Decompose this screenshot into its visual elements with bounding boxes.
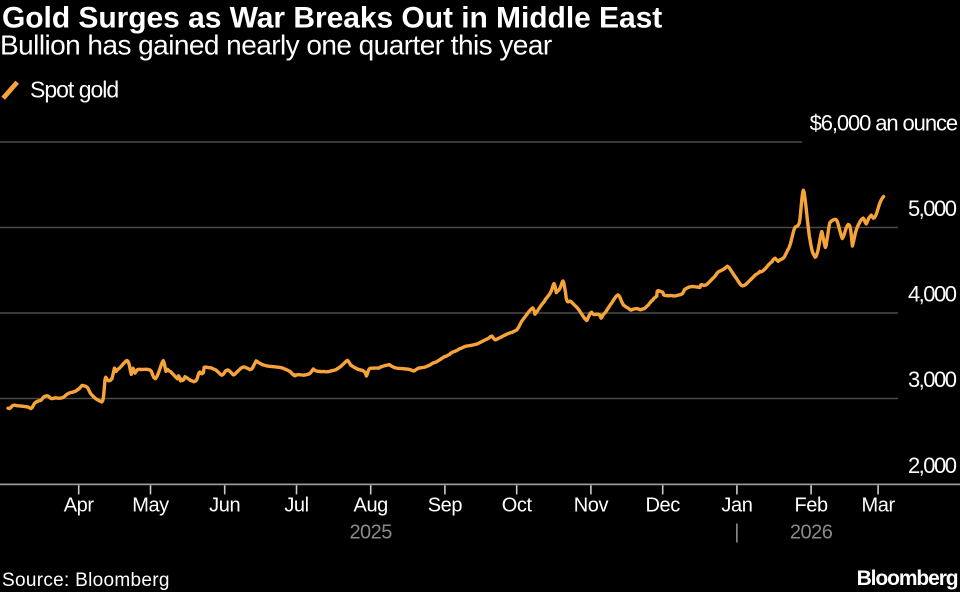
svg-text:Jan: Jan	[721, 495, 752, 517]
svg-text:Bullion has gained nearly one: Bullion has gained nearly one quarter th…	[0, 30, 552, 61]
svg-text:Gold Surges as War Breaks Out: Gold Surges as War Breaks Out in Middle …	[2, 2, 662, 35]
svg-text:Jul: Jul	[284, 495, 308, 517]
svg-text:Jun: Jun	[209, 495, 240, 517]
svg-text:2026: 2026	[790, 522, 833, 544]
svg-text:Source: Bloomberg: Source: Bloomberg	[2, 570, 170, 591]
svg-text:4,000: 4,000	[908, 282, 957, 307]
svg-text:2,000: 2,000	[908, 453, 957, 478]
svg-text:Dec: Dec	[646, 495, 681, 517]
svg-text:3,000: 3,000	[908, 367, 957, 392]
svg-text:Sep: Sep	[428, 495, 463, 517]
svg-text:|: |	[734, 522, 739, 544]
svg-text:$6,000 an ounce: $6,000 an ounce	[810, 111, 958, 136]
svg-text:Aug: Aug	[354, 495, 388, 517]
svg-text:Mar: Mar	[861, 495, 895, 517]
svg-text:May: May	[132, 495, 169, 517]
svg-text:Oct: Oct	[502, 495, 533, 517]
svg-text:Bloomberg: Bloomberg	[857, 567, 958, 590]
svg-text:5,000: 5,000	[908, 196, 957, 221]
svg-text:2025: 2025	[349, 522, 392, 544]
svg-text:Nov: Nov	[574, 495, 609, 517]
svg-text:Spot gold: Spot gold	[30, 76, 118, 102]
svg-text:Apr: Apr	[64, 495, 95, 517]
svg-text:Feb: Feb	[794, 495, 828, 517]
